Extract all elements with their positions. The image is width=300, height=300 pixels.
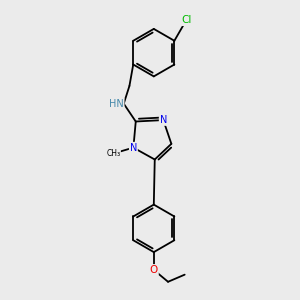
Text: CH₃: CH₃ [106,149,120,158]
Text: N: N [130,142,137,153]
Text: N: N [160,115,167,125]
Text: Cl: Cl [181,15,191,25]
Text: HN: HN [109,99,124,109]
Text: O: O [150,265,158,275]
